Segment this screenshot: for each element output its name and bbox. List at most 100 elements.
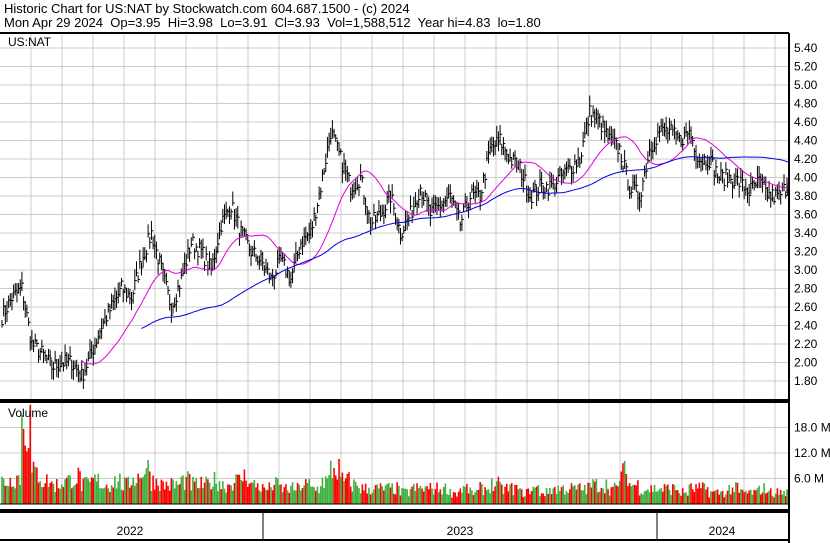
volume-bar bbox=[41, 487, 43, 504]
chart-title: Historic Chart for US:NAT by Stockwatch.… bbox=[4, 1, 410, 16]
volume-bar bbox=[75, 483, 78, 504]
volume-bar bbox=[393, 493, 395, 504]
volume-bar bbox=[432, 494, 435, 504]
volume-bar bbox=[514, 484, 516, 504]
volume-bar bbox=[223, 488, 226, 504]
volume-bar bbox=[477, 489, 480, 504]
volume-bar bbox=[388, 483, 390, 504]
volume-bar bbox=[238, 474, 241, 504]
volume-bar bbox=[283, 487, 286, 504]
volume-bar bbox=[210, 489, 213, 504]
volume-bar bbox=[653, 484, 656, 504]
volume-bar bbox=[44, 483, 46, 504]
volume-bar bbox=[311, 486, 314, 504]
volume-bar bbox=[439, 489, 442, 504]
volume-bar bbox=[358, 488, 360, 504]
volume-bar bbox=[26, 451, 28, 504]
volume-bar bbox=[698, 482, 701, 504]
volume-bar bbox=[554, 486, 556, 504]
volume-bar bbox=[62, 487, 65, 504]
volume-bar bbox=[275, 477, 277, 504]
volume-bar bbox=[255, 487, 257, 504]
volume-bar bbox=[753, 489, 755, 504]
volume-bar bbox=[185, 476, 188, 504]
volume-bar bbox=[361, 484, 364, 504]
volume-bar bbox=[202, 487, 204, 504]
volume-bar bbox=[469, 487, 472, 504]
volume-bar bbox=[341, 472, 344, 504]
volume-bar bbox=[446, 494, 448, 504]
volume-bar bbox=[213, 472, 216, 504]
volume-bar bbox=[499, 482, 501, 504]
volume-bar bbox=[574, 485, 576, 504]
volume-bar bbox=[730, 494, 732, 504]
volume-bar bbox=[683, 492, 686, 504]
volume-bar bbox=[187, 471, 189, 504]
volume-bar bbox=[691, 489, 694, 504]
volume-bar bbox=[759, 494, 762, 504]
volume-bar bbox=[366, 493, 369, 504]
volume-bar bbox=[39, 481, 41, 504]
volume-bar bbox=[535, 486, 538, 504]
volume-bar bbox=[517, 489, 520, 504]
volume-bar bbox=[36, 467, 38, 504]
volume-bar bbox=[268, 482, 271, 504]
volume-bar bbox=[107, 488, 110, 504]
volume-bar bbox=[658, 489, 661, 504]
volume-bar bbox=[715, 490, 717, 504]
volume-bar bbox=[602, 488, 604, 504]
volume-bar bbox=[638, 495, 641, 504]
volume-bar bbox=[482, 495, 485, 504]
volume-bar bbox=[442, 487, 445, 504]
volume-bar bbox=[109, 492, 111, 504]
volume-bar bbox=[769, 488, 772, 504]
volume-bar bbox=[132, 477, 134, 504]
volume-bar bbox=[564, 494, 566, 504]
volume-bar bbox=[530, 491, 533, 504]
volume-bar bbox=[620, 471, 623, 504]
volume-bar bbox=[95, 481, 98, 504]
x-year-label: 2022 bbox=[117, 524, 144, 538]
volume-bar bbox=[486, 489, 488, 504]
volume-bar bbox=[384, 485, 387, 504]
volume-bar bbox=[612, 486, 614, 504]
volume-bar bbox=[253, 479, 256, 504]
volume-bar bbox=[578, 483, 581, 504]
volume-bar bbox=[100, 488, 103, 504]
volume-bar bbox=[713, 491, 716, 504]
volume-bar bbox=[529, 494, 531, 504]
volume-bar bbox=[251, 482, 254, 504]
volume-bar bbox=[7, 486, 10, 504]
x-year-label: 2024 bbox=[709, 524, 736, 538]
volume-bar bbox=[731, 487, 734, 504]
volume-bar bbox=[720, 491, 722, 504]
volume-bar bbox=[426, 486, 428, 504]
volume-bar bbox=[231, 490, 234, 504]
volume-bar bbox=[17, 474, 20, 504]
volume-bar bbox=[218, 481, 221, 504]
volume-bar bbox=[399, 495, 402, 504]
volume-bar bbox=[424, 486, 427, 504]
volume-bar bbox=[230, 485, 232, 504]
volume-bar bbox=[288, 492, 291, 504]
volume-bar bbox=[467, 493, 470, 504]
volume-bar bbox=[555, 493, 558, 504]
volume-bar bbox=[681, 488, 684, 504]
volume-bar bbox=[570, 483, 573, 504]
volume-bar bbox=[688, 484, 691, 504]
volume-bar bbox=[409, 488, 412, 504]
volume-bar bbox=[301, 487, 304, 504]
volume-bar bbox=[82, 478, 85, 504]
volume-bar bbox=[178, 484, 181, 504]
volume-bar bbox=[417, 488, 420, 504]
y-tick-label: 2.00 bbox=[794, 356, 818, 370]
volume-bar bbox=[318, 493, 320, 504]
volume-tick-label: 18.0 M bbox=[794, 421, 830, 435]
volume-bar bbox=[266, 490, 269, 504]
volume-bar bbox=[280, 484, 282, 504]
volume-bar bbox=[504, 486, 506, 504]
volume-bar bbox=[215, 483, 217, 504]
volume-bar bbox=[768, 490, 770, 504]
volume-bar bbox=[104, 487, 106, 504]
